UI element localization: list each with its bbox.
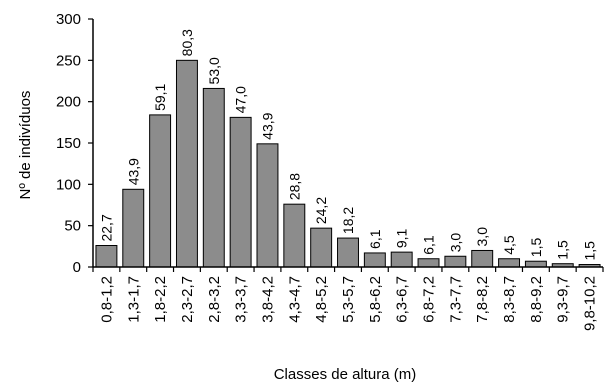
bar-data-label: 53,0 [206, 57, 222, 84]
bar [122, 188, 145, 268]
bar [417, 258, 440, 268]
bar [256, 143, 279, 268]
bar-data-label: 9,1 [394, 228, 410, 248]
y-tick-label: 200 [56, 94, 81, 111]
x-tick-label: 5,3-5,7 [340, 276, 357, 323]
bar-data-label: 28,8 [286, 173, 302, 200]
y-tick-label: 250 [56, 52, 81, 69]
bar-data-label: 43,9 [125, 158, 141, 185]
bar [471, 249, 494, 268]
bar [202, 87, 225, 268]
bar-data-label: 18,2 [340, 207, 356, 234]
x-tick-label: 3,3-3,7 [233, 276, 250, 323]
bar-data-label: 80,3 [179, 29, 195, 56]
x-tick-label: 2,3-2,7 [179, 276, 196, 323]
x-tick-label: 1,8-2,2 [152, 276, 169, 323]
x-tick-label: 8,3-8,7 [501, 276, 518, 323]
y-tick-label: 300 [56, 11, 81, 28]
bar-data-label: 6,1 [421, 235, 437, 255]
bar [337, 237, 359, 268]
bar-data-label: 6,1 [367, 229, 383, 249]
y-tick-label: 150 [56, 135, 81, 152]
bar [149, 114, 172, 268]
x-axis-title: Classes de altura (m) [274, 366, 417, 383]
y-tick-label: 100 [56, 176, 81, 193]
x-tick-label: 3,8-4,2 [259, 276, 276, 323]
bar-data-label: 4,5 [501, 235, 517, 255]
bar [283, 203, 306, 268]
bar-data-label: 3,0 [447, 233, 463, 253]
y-tick-label: 0 [73, 259, 81, 276]
x-tick-label: 0,8-1,2 [98, 276, 115, 323]
y-axis: 0 50 100 150 200 250 300 [56, 11, 94, 276]
bar-data-label: 1,5 [582, 241, 598, 261]
bar [310, 227, 333, 268]
bar-data-label: 3,0 [474, 227, 490, 247]
x-tick-label: 8,8-9,2 [528, 276, 545, 323]
x-tick-label: 5,8-6,2 [367, 276, 384, 323]
bar [229, 116, 252, 268]
bar [363, 252, 386, 268]
y-tick-label: 50 [64, 218, 81, 235]
bar-data-label: 47,0 [233, 86, 249, 113]
bars-group [95, 59, 601, 268]
x-tick-label: 2,8-3,2 [206, 276, 223, 323]
bar [444, 255, 467, 268]
y-axis-title: Nº de indivíduos [17, 91, 34, 200]
bar-data-label: 43,9 [259, 112, 275, 139]
x-tick-label: 4,8-5,2 [313, 276, 330, 323]
x-tick-label: 6,8-7,2 [421, 276, 438, 323]
bar [175, 59, 198, 268]
bar [524, 260, 547, 268]
x-tick-label: 9,3-9,7 [555, 276, 572, 323]
x-tick-label: 6,3-6,7 [394, 276, 411, 323]
bar-labels-group: 22,7 43,9 59,1 80,3 53,0 47,0 43,9 28,8 24,2 18,2… [98, 29, 597, 261]
x-tick-label: 7,3-7,7 [447, 276, 464, 323]
x-axis: 0,8-1,2 1,3-1,7 1,8-2,2 2,3-2,7 2,8-3,2 3,3-3… [92, 266, 604, 331]
bar-data-label: 1,5 [555, 240, 571, 260]
bar-data-label: 24,2 [313, 197, 329, 224]
bar-data-label: 59,1 [152, 83, 168, 110]
bar [498, 258, 521, 268]
bar [95, 245, 118, 268]
bar-data-label: 22,7 [98, 214, 114, 241]
x-tick-label: 7,8-8,2 [474, 276, 491, 323]
bar [390, 251, 413, 268]
x-tick-label: 1,3-1,7 [125, 276, 142, 323]
bar-data-label: 1,5 [528, 238, 544, 258]
x-tick-label: 9,8-10,2 [582, 276, 599, 331]
x-tick-label: 4,3-4,7 [286, 276, 303, 323]
